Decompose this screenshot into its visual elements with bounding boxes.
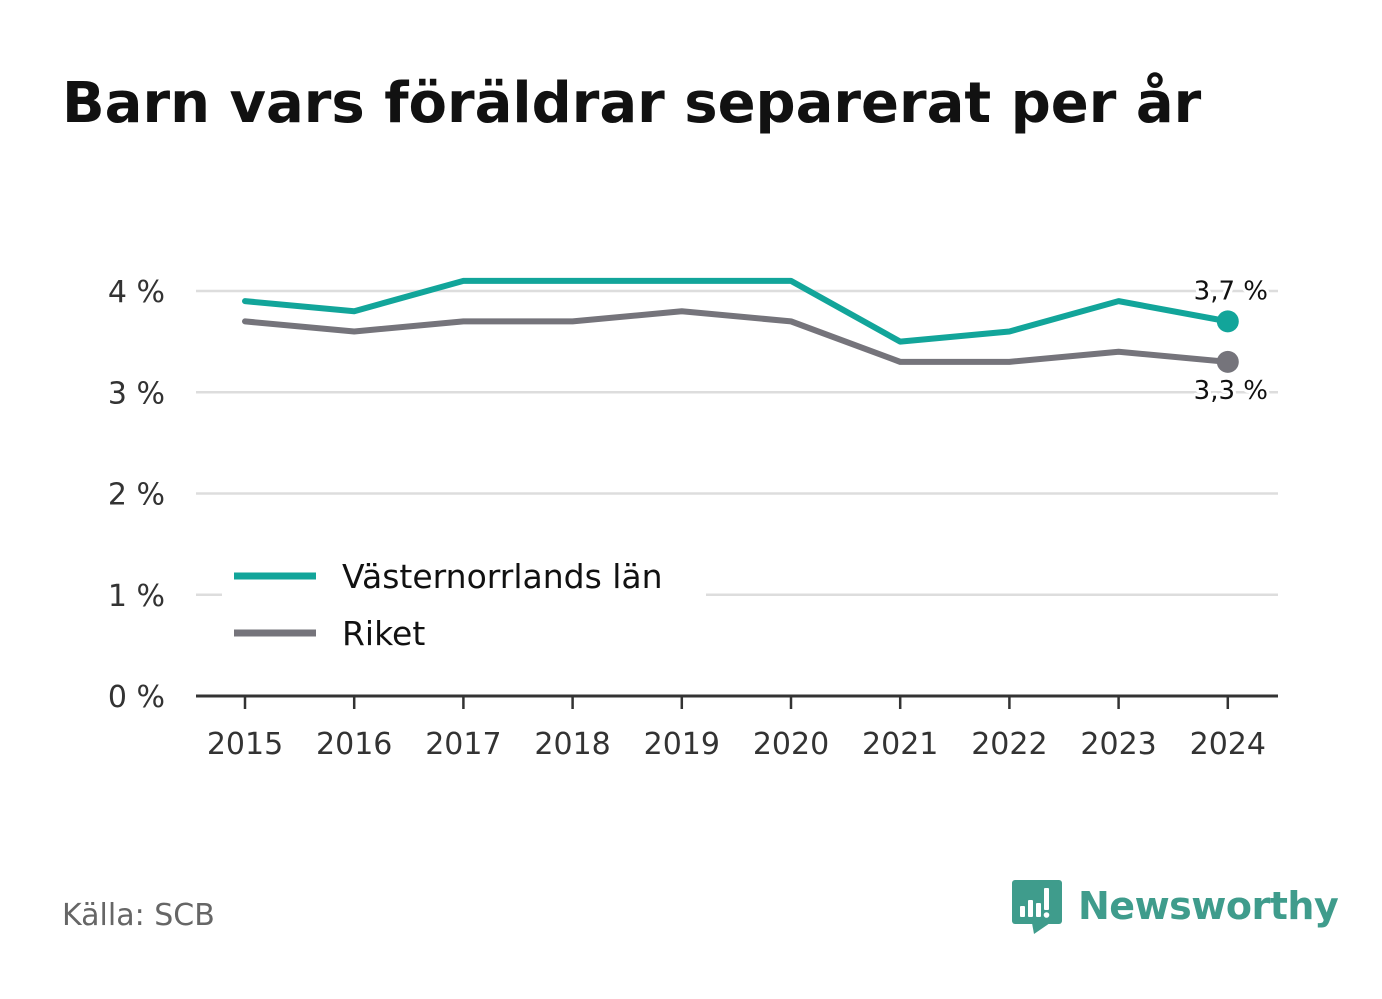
y-tick-label: 0 % xyxy=(108,680,165,715)
end-value-label: 3,3 % xyxy=(1194,376,1268,406)
legend: Västernorrlands län Riket xyxy=(222,548,706,664)
x-tick-label: 2024 xyxy=(1190,727,1266,762)
x-tick-label: 2019 xyxy=(644,727,720,762)
x-tick-label: 2021 xyxy=(862,727,938,762)
y-tick-label: 3 % xyxy=(108,376,165,411)
y-tick-label: 2 % xyxy=(108,478,165,513)
series-line-vasternorrland xyxy=(242,277,1231,345)
brand-name: Newsworthy xyxy=(1078,884,1339,928)
end-label-halo: 3,3 % xyxy=(1194,376,1268,406)
end-point-marker xyxy=(1216,350,1239,373)
axes: 0 % 1 % 2 % 3 % 4 % 2015 2016 2017 2018 2019 2020 2… xyxy=(108,275,1278,762)
data-labels: 3,7 %3,7 %3,3 %3,3 % xyxy=(1191,273,1271,409)
x-tick-label: 2023 xyxy=(1080,727,1156,762)
y-tick-label: 1 % xyxy=(108,579,165,614)
x-tick-label: 2015 xyxy=(207,727,283,762)
legend-label: Västernorrlands län xyxy=(342,557,663,596)
x-tick-label: 2020 xyxy=(753,727,829,762)
x-tick-label: 2017 xyxy=(425,727,501,762)
chart-title: Barn vars föräldrar separerat per år xyxy=(62,71,1202,136)
end-point-marker xyxy=(1216,310,1239,333)
end-value-label: 3,7 % xyxy=(1194,276,1268,306)
newsworthy-chart-bubble-icon xyxy=(1012,880,1062,934)
x-tick-label: 2022 xyxy=(971,727,1047,762)
series-line-riket xyxy=(242,308,1231,365)
y-tick-label: 4 % xyxy=(108,275,165,310)
legend-background xyxy=(222,548,706,664)
source-note: Källa: SCB xyxy=(62,898,215,933)
x-tick-label: 2018 xyxy=(534,727,610,762)
brand-logo: Newsworthy xyxy=(1010,876,1339,936)
x-tick-label: 2016 xyxy=(316,727,392,762)
end-label-halo: 3,7 % xyxy=(1194,276,1268,306)
series-lines xyxy=(242,277,1231,365)
legend-label: Riket xyxy=(342,614,425,653)
